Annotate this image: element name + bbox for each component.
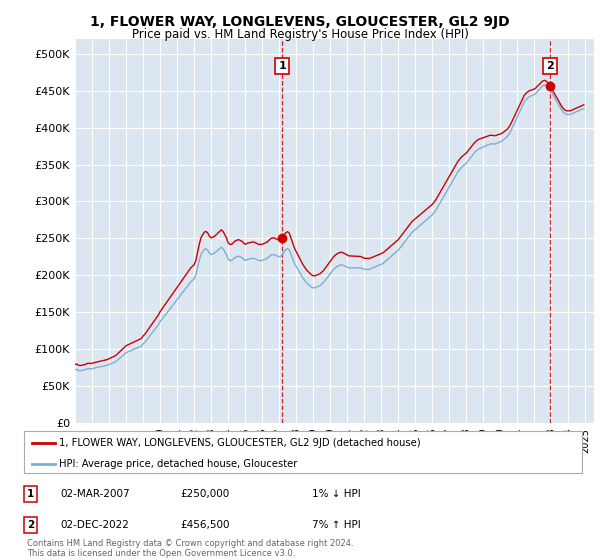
Text: 1% ↓ HPI: 1% ↓ HPI bbox=[312, 489, 361, 499]
Text: 2: 2 bbox=[546, 61, 554, 71]
Text: 2: 2 bbox=[27, 520, 34, 530]
Text: 1, FLOWER WAY, LONGLEVENS, GLOUCESTER, GL2 9JD (detached house): 1, FLOWER WAY, LONGLEVENS, GLOUCESTER, G… bbox=[59, 438, 420, 448]
Text: 7% ↑ HPI: 7% ↑ HPI bbox=[312, 520, 361, 530]
Text: £456,500: £456,500 bbox=[180, 520, 229, 530]
Text: HPI: Average price, detached house, Gloucester: HPI: Average price, detached house, Glou… bbox=[59, 459, 297, 469]
Text: 1, FLOWER WAY, LONGLEVENS, GLOUCESTER, GL2 9JD: 1, FLOWER WAY, LONGLEVENS, GLOUCESTER, G… bbox=[90, 15, 510, 29]
Text: 02-MAR-2007: 02-MAR-2007 bbox=[60, 489, 130, 499]
Text: 02-DEC-2022: 02-DEC-2022 bbox=[60, 520, 129, 530]
Text: 1: 1 bbox=[27, 489, 34, 499]
Text: 1: 1 bbox=[278, 61, 286, 71]
Text: Price paid vs. HM Land Registry's House Price Index (HPI): Price paid vs. HM Land Registry's House … bbox=[131, 28, 469, 41]
Text: £250,000: £250,000 bbox=[180, 489, 229, 499]
Text: Contains HM Land Registry data © Crown copyright and database right 2024.
This d: Contains HM Land Registry data © Crown c… bbox=[27, 539, 353, 558]
